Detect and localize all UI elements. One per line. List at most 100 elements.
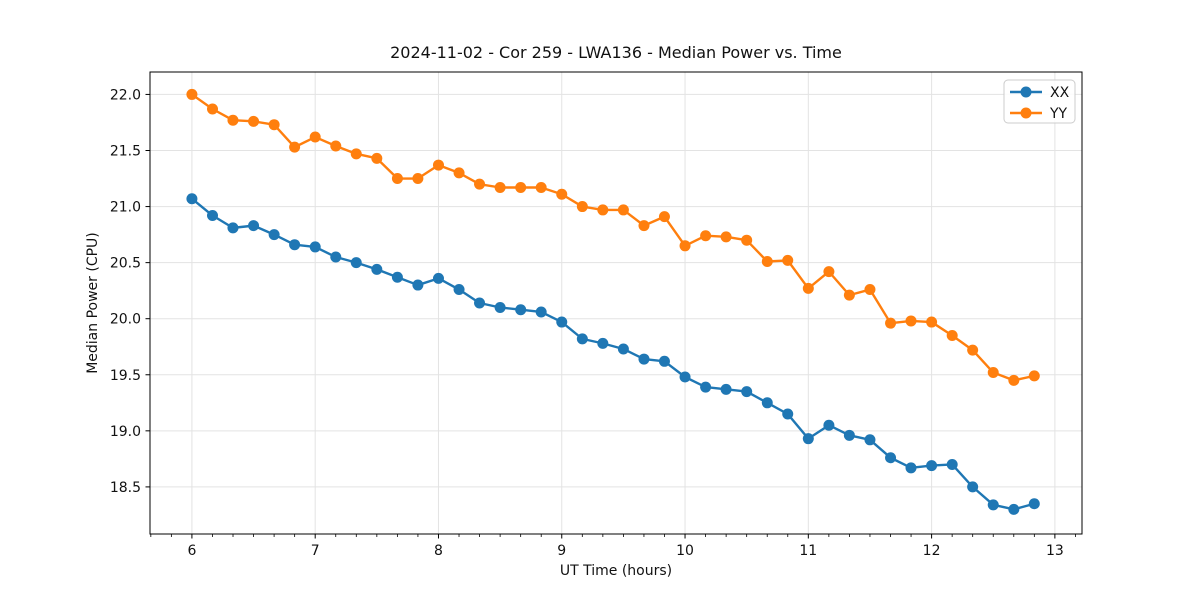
series-XX-point <box>761 397 773 409</box>
series-XX-point <box>535 306 547 318</box>
series-XX-point <box>1008 503 1020 515</box>
series-XX-point <box>638 353 650 365</box>
series-YY-point <box>350 148 362 160</box>
series-XX-point <box>453 284 465 296</box>
series-YY-point <box>432 159 444 171</box>
series-YY-point <box>289 141 301 153</box>
series-XX-point <box>474 297 486 309</box>
series-YY-point <box>802 282 814 294</box>
series-XX-point <box>350 257 362 269</box>
series-XX-point <box>186 193 198 205</box>
series-XX-point <box>1028 498 1040 510</box>
x-tick-label: 7 <box>311 543 320 559</box>
series-YY-point <box>248 115 260 127</box>
series-XX-point <box>597 337 609 349</box>
series-YY-point <box>576 201 588 213</box>
series-YY-point <box>474 178 486 190</box>
y-axis-label: Median Power (CPU) <box>85 232 101 374</box>
x-tick-label: 6 <box>187 543 196 559</box>
series-YY-point <box>679 240 691 252</box>
y-axis: 18.5 19.0 19.5 20.0 20.5 21.0 21.5 22.0 <box>110 87 150 496</box>
series-YY-point <box>864 284 876 296</box>
series-YY-point <box>967 344 979 356</box>
y-tick-label: 22.0 <box>110 87 141 103</box>
series-XX-point <box>967 481 979 493</box>
series-YY-point <box>1008 374 1020 386</box>
axes-spines <box>149 71 1083 535</box>
series-YY-point <box>330 140 342 152</box>
series-YY-point <box>227 114 239 126</box>
legend-label-XX: XX <box>1050 85 1070 101</box>
series-XX-point <box>309 241 321 253</box>
legend: XX YY <box>1003 79 1076 124</box>
series-YY-point <box>823 266 835 278</box>
x-tick-label: 9 <box>557 543 566 559</box>
x-tick-label: 12 <box>923 543 941 559</box>
series-XX-point <box>679 371 691 383</box>
series-YY-point <box>597 204 609 216</box>
series-YY-point <box>905 315 917 327</box>
series-YY-point <box>391 173 403 185</box>
series-YY-point <box>926 316 938 328</box>
series-XX-point <box>700 381 712 393</box>
series-XX-point <box>330 251 342 263</box>
series-YY-point <box>946 330 958 342</box>
chart-title: 2024-11-02 - Cor 259 - LWA136 - Median P… <box>390 43 842 62</box>
series-XX-point <box>905 462 917 474</box>
series-YY-point <box>617 204 629 216</box>
series-XX-point <box>864 434 876 446</box>
series-YY-point <box>761 256 773 268</box>
x-tick-label: 13 <box>1046 543 1064 559</box>
x-tick-label: 8 <box>434 543 443 559</box>
series-XX-point <box>741 386 753 398</box>
grid-lines <box>150 72 1082 534</box>
x-axis: 6 7 8 9 10 11 12 13 <box>150 534 1076 559</box>
series-XX-point <box>207 210 218 222</box>
legend-marker-icon <box>1020 86 1032 98</box>
series-YY-point <box>186 88 198 100</box>
series-XX-point <box>268 229 280 241</box>
y-tick-label: 19.0 <box>110 424 141 440</box>
series-XX-point <box>371 263 383 275</box>
series-XX-point <box>885 452 897 464</box>
series-XX-point <box>432 272 444 284</box>
y-tick-label: 18.5 <box>110 480 141 496</box>
series-XX-point <box>987 499 999 511</box>
x-tick-label: 10 <box>676 543 694 559</box>
y-tick-label: 20.5 <box>110 256 141 272</box>
series-YY-point <box>782 254 794 266</box>
series-XX-point <box>556 316 568 328</box>
series-YY-point <box>638 220 650 232</box>
series-YY-point <box>268 119 280 131</box>
series-XX-point <box>576 333 588 345</box>
y-tick-label: 19.5 <box>110 368 141 384</box>
series-YY-point <box>658 211 670 223</box>
y-tick-label: 21.0 <box>110 200 141 216</box>
series-XX-point <box>926 460 938 472</box>
series-XX-point <box>658 355 670 367</box>
series-XX-point <box>494 301 506 313</box>
series-XX-point <box>412 279 424 291</box>
series-YY-point <box>720 231 732 243</box>
series-XX-point <box>720 383 732 395</box>
series-XX-point <box>515 304 527 316</box>
series-YY-point <box>1028 370 1040 382</box>
series-XX-point <box>946 458 958 470</box>
series-YY-point <box>885 317 897 329</box>
y-tick-label: 20.0 <box>110 312 141 328</box>
series-YY-point <box>843 289 855 301</box>
plot-background <box>150 72 1082 534</box>
series-YY-point <box>494 182 506 193</box>
legend-marker-icon <box>1020 107 1032 119</box>
series-XX-point <box>782 408 794 420</box>
series-YY-point <box>741 234 753 246</box>
series-XX-point <box>843 429 855 441</box>
series-YY-point <box>412 173 424 185</box>
chart-render-root: 6 7 8 9 10 11 12 13 18.5 19.0 19.5 20.0 20.5 21.0 21.5… <box>110 71 1083 559</box>
series-XX-point <box>823 419 835 431</box>
series-YY-point <box>515 182 527 193</box>
series-XX-point <box>248 220 260 232</box>
series-XX <box>186 193 1040 515</box>
series-YY-point <box>700 230 712 242</box>
